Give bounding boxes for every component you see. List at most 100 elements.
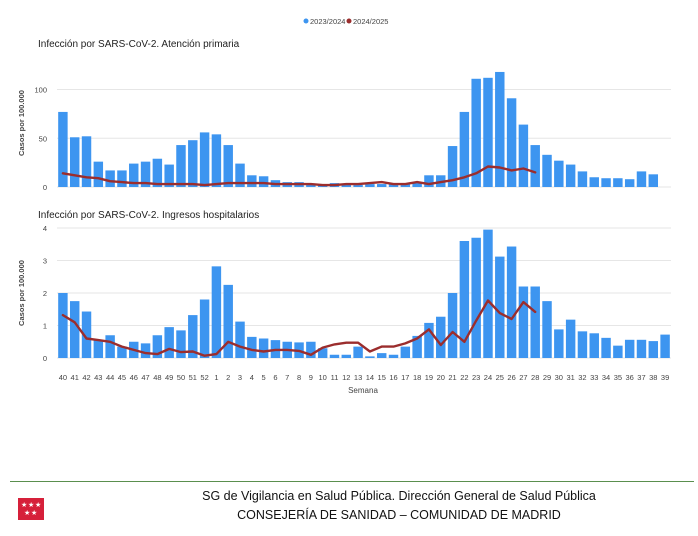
bar (589, 177, 599, 187)
bar (365, 356, 375, 358)
x-tick-label: 45 (118, 373, 126, 382)
x-tick-label: 19 (425, 373, 433, 382)
x-tick-label: 1 (214, 373, 218, 382)
bar (554, 329, 564, 358)
bar (164, 327, 174, 358)
bar (140, 343, 151, 358)
bar (447, 146, 458, 187)
bar (565, 319, 576, 358)
x-tick-label: 47 (141, 373, 149, 382)
bar (495, 71, 505, 187)
bar (518, 124, 529, 187)
x-tick-label: 49 (165, 373, 173, 382)
x-tick-label: 22 (460, 373, 468, 382)
footer-line-2: CONSEJERÍA DE SANIDAD – COMUNIDAD DE MAD… (237, 508, 561, 522)
y-axis-label: Casos por 100.000 (17, 90, 26, 156)
bar (93, 340, 104, 358)
bar (636, 171, 647, 187)
legend-label-2023: 2023/2024 (310, 17, 345, 26)
x-tick-label: 5 (262, 373, 266, 382)
line-series-2024-2025 (61, 165, 537, 187)
x-tick-label: 11 (331, 373, 339, 382)
bar (424, 175, 434, 187)
x-tick-label: 36 (626, 373, 634, 382)
bar (211, 134, 222, 187)
bar (589, 333, 599, 358)
x-tick-label: 23 (472, 373, 480, 382)
bar (542, 301, 552, 358)
bar (483, 229, 493, 358)
footer-line-1: SG de Vigilancia en Salud Pública. Direc… (202, 489, 596, 503)
bar (306, 184, 316, 187)
bar (412, 183, 422, 187)
bar (471, 237, 481, 358)
x-tick-label: 44 (106, 373, 114, 382)
bar (636, 339, 647, 358)
x-tick-label: 6 (273, 373, 277, 382)
bar (506, 246, 517, 358)
x-axis-label: Semana (348, 386, 378, 395)
bar (624, 179, 635, 187)
bar (81, 311, 92, 358)
x-tick-label: 48 (153, 373, 161, 382)
bar (542, 154, 552, 187)
y-tick-label: 3 (43, 257, 47, 266)
y-tick-label: 0 (43, 183, 47, 192)
bar (140, 161, 151, 187)
bar (554, 160, 564, 187)
bar (483, 77, 493, 187)
bar (412, 335, 422, 358)
x-tick-label: 43 (94, 373, 102, 382)
bar (459, 111, 470, 187)
x-tick-label: 50 (177, 373, 185, 382)
x-tick-label: 52 (200, 373, 208, 382)
bar (518, 286, 529, 358)
bar (341, 184, 352, 187)
bar (530, 286, 540, 358)
x-tick-label: 42 (82, 373, 90, 382)
bar (235, 163, 245, 187)
x-tick-label: 4 (250, 373, 254, 382)
y-tick-label: 1 (43, 322, 47, 331)
x-tick-label: 38 (649, 373, 657, 382)
bar (565, 164, 576, 187)
x-tick-label: 7 (285, 373, 289, 382)
x-tick-label: 3 (238, 373, 242, 382)
x-tick-label: 21 (448, 373, 456, 382)
x-tick-label: 10 (319, 373, 327, 382)
bar (376, 353, 387, 358)
bar (341, 354, 352, 358)
x-tick-label: 12 (342, 373, 350, 382)
panel-atencion-primaria: Infección por SARS-CoV-2. Atención prima… (17, 39, 671, 192)
bar (176, 330, 186, 358)
bar (353, 185, 363, 187)
bar (424, 322, 434, 358)
x-tick-label: 34 (602, 373, 610, 382)
bar (247, 336, 257, 358)
x-tick-label: 37 (637, 373, 645, 382)
x-tick-label: 31 (566, 373, 574, 382)
bar (188, 140, 198, 187)
bar (306, 341, 316, 358)
x-tick-label: 40 (59, 373, 67, 382)
bar (152, 158, 163, 187)
bar (577, 171, 588, 187)
bar (648, 341, 659, 358)
y-tick-label: 0 (43, 354, 47, 363)
x-tick-label: 33 (590, 373, 598, 382)
x-tick-label: 18 (413, 373, 421, 382)
bar (129, 163, 139, 187)
bar (447, 293, 458, 358)
bar (188, 315, 198, 358)
x-tick-label: 51 (189, 373, 197, 382)
x-tick-label: 24 (484, 373, 492, 382)
bar (329, 354, 340, 358)
bar (506, 98, 517, 187)
bar (388, 354, 399, 358)
x-tick-label: 39 (661, 373, 669, 382)
x-tick-label: 20 (437, 373, 445, 382)
line-series-2024-2025 (61, 299, 537, 357)
bar (117, 346, 127, 358)
bar (495, 256, 505, 358)
chart-area: 2023/2024 2024/2025 Infección por SARS-C… (17, 17, 671, 395)
